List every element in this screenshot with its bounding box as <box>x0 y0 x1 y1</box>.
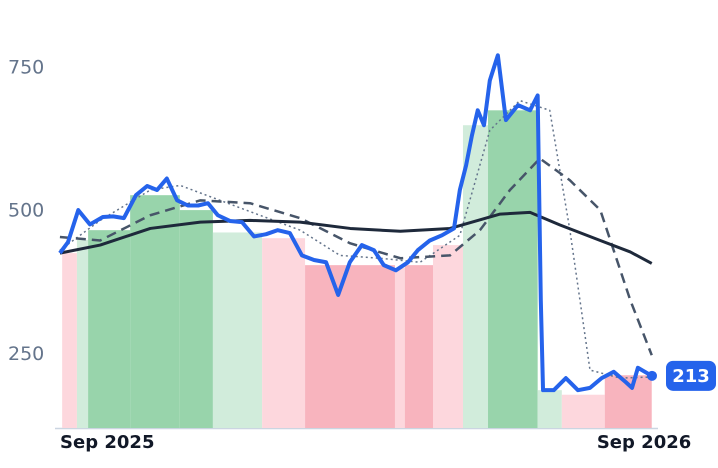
x-tick-label: Sep 2025 <box>60 432 154 453</box>
price-line <box>58 53 653 393</box>
signal-band <box>561 394 605 428</box>
signal-band <box>62 253 77 428</box>
signal-band <box>179 210 213 428</box>
y-tick-label: 500 <box>8 200 44 222</box>
price-line <box>59 210 653 265</box>
price-line <box>59 157 653 356</box>
value-badge-label: 213 <box>672 366 710 387</box>
signal-band <box>404 265 433 428</box>
signal-band <box>76 239 89 428</box>
signal-band <box>130 195 180 428</box>
signal-band <box>432 245 463 428</box>
y-tick-label: 250 <box>8 343 44 365</box>
signal-band <box>488 110 538 429</box>
signal-band <box>462 125 489 428</box>
x-tick-label: Sep 2026 <box>597 432 691 453</box>
signal-band <box>212 232 263 428</box>
signal-band <box>262 238 306 428</box>
signal-band <box>537 390 562 428</box>
signal-band <box>88 230 131 428</box>
signal-band <box>394 268 405 428</box>
value-badge <box>666 360 716 391</box>
price-line <box>59 99 652 379</box>
last-point <box>647 370 657 381</box>
signal-band <box>305 265 395 428</box>
y-tick-label: 750 <box>8 56 44 78</box>
